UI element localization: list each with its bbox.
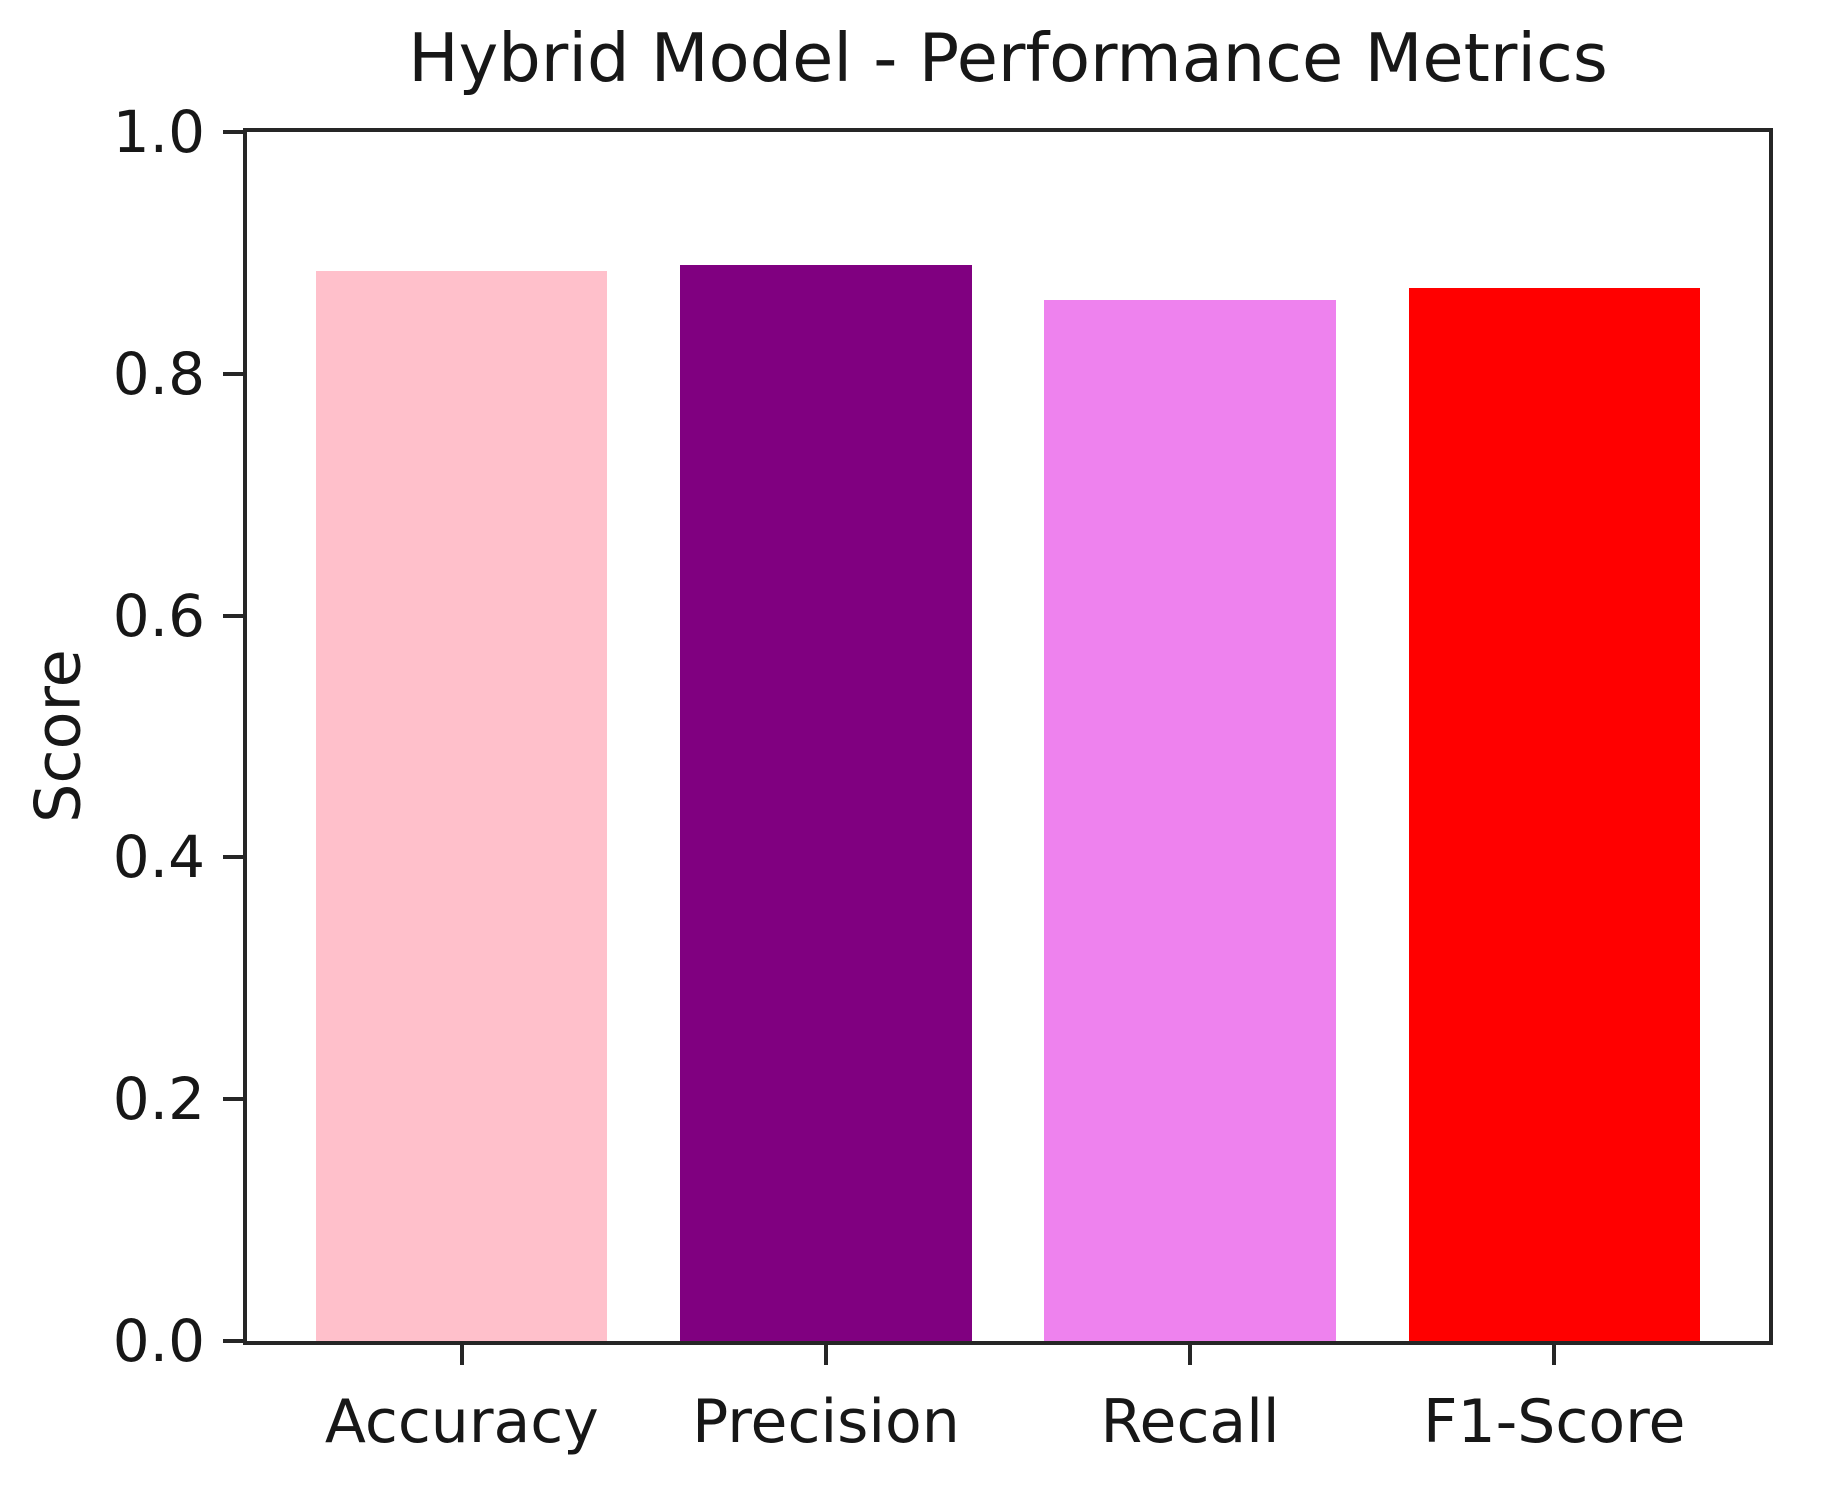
- bar-recall: [1044, 300, 1336, 1341]
- x-tick-label: F1-Score: [1422, 1387, 1686, 1457]
- y-tick-label: 0.0: [112, 1307, 205, 1375]
- y-tick-mark: [223, 855, 243, 860]
- x-tick-label: Accuracy: [324, 1387, 599, 1457]
- bar-accuracy: [316, 271, 608, 1341]
- y-tick-label: 0.8: [112, 339, 205, 408]
- x-tick-label: Precision: [692, 1387, 960, 1457]
- x-tick-label: Recall: [1100, 1387, 1280, 1457]
- x-tick-mark: [1188, 1345, 1193, 1365]
- bar-precision: [680, 265, 972, 1341]
- chart-title: Hybrid Model - Performance Metrics: [408, 19, 1608, 97]
- y-tick-label: 1.0: [112, 98, 205, 166]
- y-tick-label: 0.2: [112, 1065, 205, 1134]
- y-tick-mark: [223, 1097, 243, 1102]
- x-tick-mark: [459, 1345, 464, 1365]
- y-tick-mark: [223, 371, 243, 376]
- x-tick-mark: [823, 1345, 828, 1365]
- y-axis-label: Score: [21, 649, 95, 823]
- y-tick-mark: [223, 130, 243, 134]
- x-tick-mark: [1552, 1345, 1557, 1365]
- plot-area: [243, 128, 1773, 1345]
- y-tick-mark: [223, 1339, 243, 1343]
- y-tick-label: 0.6: [112, 581, 205, 650]
- y-tick-label: 0.4: [112, 823, 205, 892]
- bar-f1-score: [1408, 287, 1700, 1341]
- y-tick-mark: [223, 613, 243, 618]
